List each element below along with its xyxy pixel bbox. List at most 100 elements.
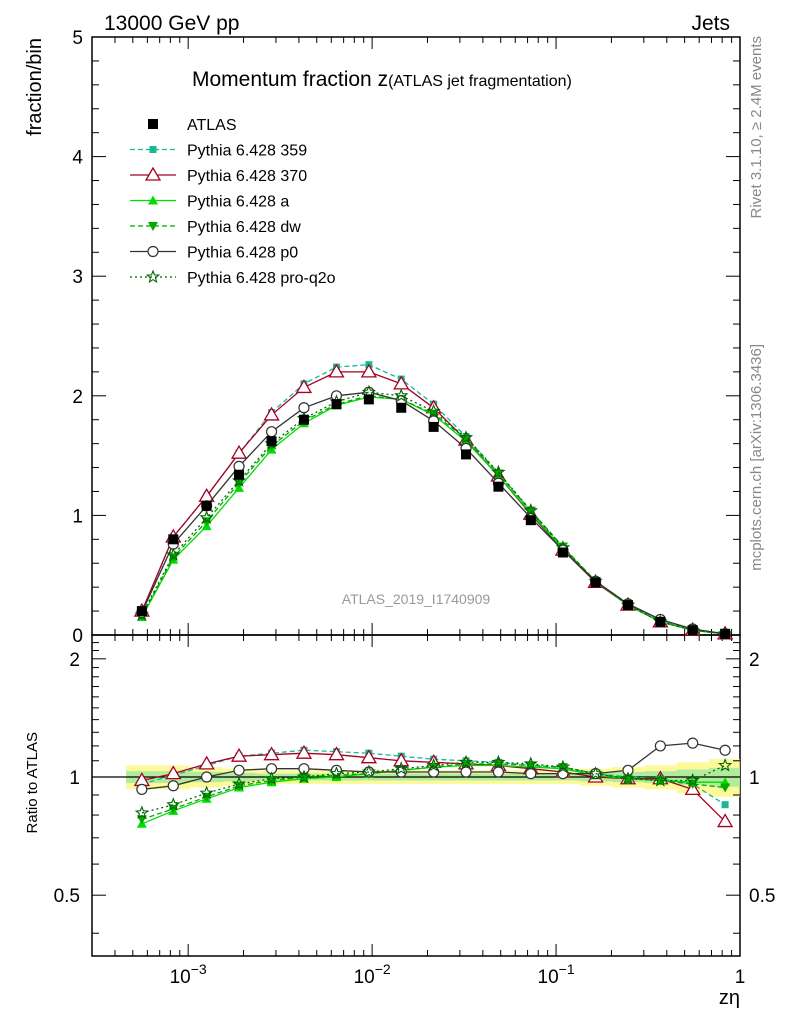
ratio-point-1 <box>328 746 345 761</box>
ratio-point-4 <box>298 763 310 775</box>
legend-marker-4 <box>147 245 159 258</box>
series-point-5 <box>426 403 441 418</box>
ratio-point-1 <box>360 749 377 764</box>
ratio-point-1 <box>263 746 280 761</box>
series-point-5 <box>523 503 538 517</box>
ratio-point-5 <box>296 769 312 784</box>
data-point <box>331 399 342 410</box>
data-point <box>428 421 439 432</box>
ratio-point-4 <box>233 764 245 776</box>
data-point <box>363 394 374 405</box>
data-point <box>396 402 407 413</box>
mcplots-label: mcplots.cern.ch [arXiv:1306.3436] <box>748 344 765 571</box>
series-point-5 <box>458 430 474 444</box>
ratio-y-tick-label: 0.5 <box>54 886 80 907</box>
x-tick-label: 10−3 <box>170 961 207 988</box>
data-point <box>168 534 179 545</box>
ratio-y-tick-label-right: 0.5 <box>749 886 775 907</box>
ratio-panel-frame <box>91 634 741 957</box>
legend-label-1: Pythia 6.428 370 <box>187 168 307 185</box>
legend-marker-data <box>148 119 158 129</box>
series-point-4 <box>265 426 278 438</box>
ratio-point-5 <box>653 773 668 787</box>
analysis-watermark: ATLAS_2019_I1740909 <box>342 591 491 607</box>
data-point <box>201 500 212 511</box>
ratio-point-5 <box>426 758 441 772</box>
ratio-point-5 <box>685 773 700 787</box>
ratio-y-tick-label-right: 2 <box>749 650 760 671</box>
data-point <box>590 577 601 588</box>
data-point <box>655 616 666 627</box>
data-point <box>298 414 309 425</box>
y-tick-label: 2 <box>72 387 83 408</box>
ratio-line-5 <box>141 761 726 814</box>
data-point <box>266 436 277 447</box>
rivet-version-label: Rivet 3.1.10, ≥ 2.4M events <box>748 36 765 219</box>
series-point-3 <box>493 469 504 479</box>
ratio-point-1 <box>716 813 734 828</box>
axes-ticks: 10−3 10−2 10−1 1 0 1 2 3 4 5 0.5 0.5 1 1 2 2 <box>54 28 776 988</box>
ratio-point-5 <box>491 754 506 769</box>
y-tick-label: 4 <box>72 148 83 169</box>
data-point <box>622 600 633 611</box>
plot-title-sub: (ATLAS jet fragmentation) <box>388 73 572 90</box>
ratio-point-4 <box>167 780 179 792</box>
ratio-point-4 <box>136 783 148 795</box>
series-point-5 <box>199 510 214 524</box>
ratio-point-5 <box>361 764 377 779</box>
ratio-point-5 <box>458 754 474 769</box>
ratio-point-5 <box>134 805 150 820</box>
ratio-point-0 <box>721 801 729 809</box>
y-tick-label: 3 <box>72 267 83 288</box>
ratio-point-5 <box>264 771 279 785</box>
plot-title: Momentum fraction z(ATLAS jet fragmentat… <box>192 68 572 91</box>
ratio-point-5 <box>199 785 214 800</box>
data-point <box>557 547 568 558</box>
data-point <box>720 628 731 639</box>
series-point-5 <box>166 547 181 561</box>
series-point-1 <box>295 379 313 394</box>
legend-label-2: Pythia 6.428 a <box>187 194 289 211</box>
series-layer <box>133 361 734 828</box>
ratio-point-5 <box>588 766 603 780</box>
ratio-y-axis-label: Ratio to ATLAS <box>24 732 41 833</box>
ratio-point-1 <box>230 747 248 762</box>
data-point <box>687 625 698 636</box>
series-point-1 <box>328 363 345 378</box>
legend-marker-0 <box>149 146 157 153</box>
legend-marker-5 <box>145 269 161 284</box>
data-point <box>525 515 536 526</box>
ratio-point-4 <box>525 768 537 780</box>
series-point-5 <box>394 388 409 402</box>
ratio-point-5 <box>394 761 409 775</box>
ratio-point-5 <box>329 766 344 780</box>
ratio-point-1 <box>165 765 182 780</box>
x-tick-label: 10−1 <box>538 961 575 988</box>
data-point <box>493 481 504 492</box>
ratio-point-1 <box>295 744 313 759</box>
ratio-point-4 <box>460 766 472 778</box>
ratio-point-4 <box>654 740 666 752</box>
series-point-3 <box>461 434 472 444</box>
x-axis-label: zη <box>719 987 740 1009</box>
legend-label-3: Pythia 6.428 dw <box>187 219 301 236</box>
ratio-point-5 <box>555 759 571 774</box>
legend-label-4: Pythia 6.428 p0 <box>187 245 298 262</box>
y-axis-label: fraction/bin <box>24 38 46 136</box>
ratio-point-5 <box>166 797 181 811</box>
ratio-point-5 <box>231 776 247 791</box>
ratio-y-tick-label: 2 <box>69 650 80 671</box>
data-point <box>461 449 472 460</box>
ratio-point-4 <box>201 771 213 783</box>
legend-label-data: ATLAS <box>187 117 237 134</box>
legend: ATLAS Pythia 6.428 359 Pythia 6.428 370 Pyt… <box>130 117 336 287</box>
y-tick-label: 1 <box>72 506 83 527</box>
y-tick-label: 0 <box>72 626 83 647</box>
ratio-point-4 <box>622 764 634 776</box>
ratio-point-5 <box>523 756 538 770</box>
process-label: Jets <box>691 12 730 35</box>
x-tick-label: 1 <box>735 967 746 988</box>
ratio-y-tick-label: 1 <box>69 768 80 789</box>
